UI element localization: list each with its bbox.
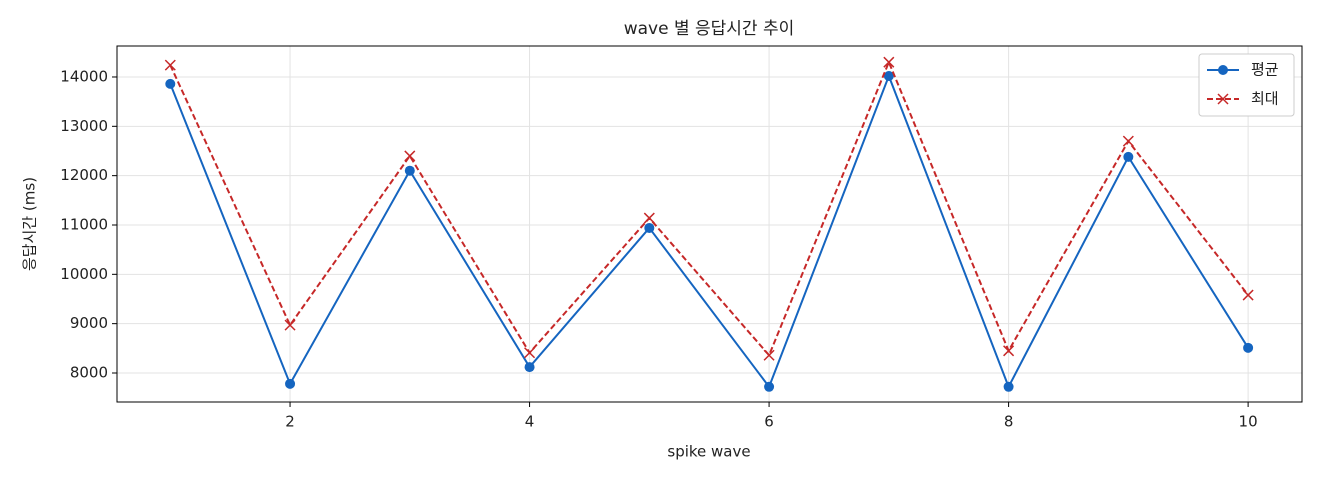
y-axis-label: 응답시간 (ms) xyxy=(21,177,39,271)
legend-label: 평균 xyxy=(1251,61,1279,79)
plot-frame xyxy=(116,45,1303,403)
y-tick-label: 13000 xyxy=(60,117,108,135)
marker xyxy=(763,349,775,361)
marker xyxy=(285,378,296,389)
marker xyxy=(284,319,296,331)
y-tick-label: 9000 xyxy=(70,314,108,332)
x-tick-label: 8 xyxy=(1004,413,1014,431)
x-tick-label: 2 xyxy=(285,413,295,431)
x-tick-label: 6 xyxy=(764,413,774,431)
marker xyxy=(883,56,895,68)
marker xyxy=(1243,342,1254,353)
y-tick-label: 14000 xyxy=(60,67,108,85)
y-tick-label: 11000 xyxy=(60,215,108,233)
marker xyxy=(1122,135,1134,147)
legend-marker xyxy=(1217,93,1229,105)
marker xyxy=(524,362,535,373)
y-tick-label: 10000 xyxy=(60,265,108,283)
chart-title: wave 별 응답시간 추이 xyxy=(624,19,795,39)
marker xyxy=(644,222,655,233)
series-line xyxy=(169,59,1249,358)
series-line xyxy=(169,73,1249,390)
marker xyxy=(643,212,655,224)
y-tick-label: 8000 xyxy=(70,363,108,381)
marker xyxy=(165,78,176,89)
legend-label: 최대 xyxy=(1251,90,1279,108)
x-axis-label: spike wave xyxy=(667,443,750,461)
legend-marker xyxy=(1218,65,1228,75)
marker xyxy=(404,165,415,176)
x-tick-label: 10 xyxy=(1239,413,1258,431)
marker xyxy=(1003,345,1015,357)
marker xyxy=(883,70,894,81)
marker xyxy=(764,381,775,392)
x-tick-label: 4 xyxy=(525,413,535,431)
marker xyxy=(1123,151,1134,162)
marker xyxy=(404,150,416,162)
marker xyxy=(1242,289,1254,301)
marker xyxy=(524,347,536,359)
marker xyxy=(164,59,176,71)
legend-box xyxy=(1198,53,1295,117)
marker xyxy=(1003,381,1014,392)
y-tick-label: 12000 xyxy=(60,166,108,184)
